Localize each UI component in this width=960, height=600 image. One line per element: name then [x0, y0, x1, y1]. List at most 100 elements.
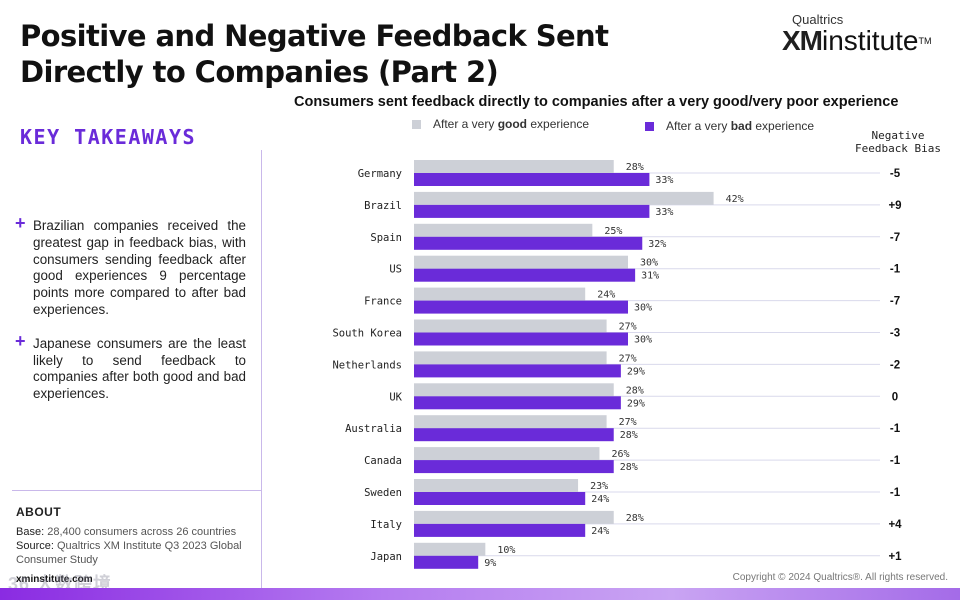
data-label-bad: 33% [655, 207, 673, 218]
data-label-bad: 33% [655, 175, 673, 186]
bias-value: +9 [888, 200, 901, 212]
category-label: Sweden [364, 487, 402, 499]
logo-xm-institute: XMinstituteTM [782, 27, 942, 55]
about-source-text: Qualtrics XM Institute Q3 2023 Global Co… [16, 540, 242, 566]
data-label-good: 10% [497, 545, 515, 556]
category-label: France [364, 296, 402, 308]
data-label-bad: 28% [620, 430, 638, 441]
category-label: Brazil [364, 200, 402, 212]
data-label-good: 23% [590, 481, 608, 492]
bias-value: -1 [890, 487, 901, 499]
takeaways-list: + Brazilian companies received the great… [14, 213, 246, 420]
plus-icon: + [15, 330, 26, 351]
bar-bad [414, 555, 479, 569]
data-label-good: 30% [640, 258, 658, 269]
logo-xm: XM [782, 25, 823, 56]
data-label-good: 42% [726, 194, 744, 205]
panel-divider-horizontal [12, 490, 261, 491]
bar-bad [414, 523, 586, 537]
bias-value: -1 [890, 423, 901, 435]
bar-good [414, 479, 579, 492]
bar-bad [414, 396, 621, 410]
bar-bad [414, 492, 586, 505]
bar-good [414, 447, 600, 461]
legend-good-swatch [412, 120, 421, 129]
category-label: Canada [364, 455, 402, 467]
bar-bad [414, 460, 614, 474]
data-label-bad: 24% [591, 494, 609, 505]
bar-good [414, 287, 586, 301]
legend-bad-prefix: After a very [666, 119, 731, 133]
legend-bad-suffix: experience [752, 119, 815, 133]
page-title: Positive and Negative Feedback Sent Dire… [20, 19, 609, 89]
bar-good [414, 351, 607, 365]
bias-header-line1: Negative [871, 129, 925, 142]
bias-column-header: Negative Feedback Bias [843, 129, 953, 155]
category-label: Netherlands [332, 359, 402, 371]
legend-bad-swatch [645, 122, 654, 131]
data-label-bad: 32% [648, 239, 666, 250]
about-base-text: 28,400 consumers across 26 countries [47, 526, 237, 538]
category-label: Australia [345, 423, 402, 435]
logo-tm: TM [918, 36, 932, 46]
data-label-bad: 30% [634, 303, 652, 314]
bar-good [414, 415, 607, 429]
bias-value: -2 [890, 359, 900, 371]
brand-url[interactable]: xminstitute.com [16, 574, 93, 585]
bias-value: -3 [890, 328, 900, 340]
bar-bad [414, 428, 614, 442]
data-label-good: 25% [604, 226, 622, 237]
legend-bad-bold: bad [730, 119, 753, 133]
data-label-good: 26% [611, 449, 629, 460]
bar-good [414, 510, 614, 524]
bar-bad [414, 173, 650, 186]
legend-good-suffix: experience [527, 117, 590, 131]
bar-good [414, 319, 607, 333]
data-label-good: 27% [619, 322, 637, 333]
bias-value: +1 [888, 551, 902, 563]
bias-value: 0 [892, 391, 898, 403]
about-source-label: Source: [16, 540, 54, 552]
data-label-good: 27% [619, 417, 637, 428]
copyright: Copyright © 2024 Qualtrics®. All rights … [732, 572, 948, 583]
bar-bad [414, 364, 621, 378]
data-label-good: 28% [626, 513, 644, 524]
takeaway-item: + Japanese consumers are the least likel… [14, 330, 246, 403]
about-body: Base: 28,400 consumers across 26 countri… [16, 525, 260, 567]
data-label-bad: 29% [627, 366, 645, 377]
data-label-good: 28% [626, 385, 644, 396]
legend-good-prefix: After a very [433, 117, 498, 131]
data-label-bad: 31% [641, 271, 659, 282]
bar-bad [414, 204, 650, 218]
category-label: Germany [358, 168, 402, 180]
bar-good [414, 160, 614, 173]
data-label-bad: 30% [634, 335, 652, 346]
panel-divider-vertical [261, 150, 262, 590]
about-heading: ABOUT [16, 505, 62, 519]
category-label: Italy [370, 519, 402, 531]
bar-good [414, 542, 486, 556]
category-label: UK [389, 391, 402, 403]
bottom-gradient-bar [0, 588, 960, 600]
data-label-bad: 9% [484, 558, 496, 569]
bias-value: -5 [890, 168, 901, 180]
data-label-bad: 28% [620, 462, 638, 473]
bar-bad [414, 300, 628, 314]
legend-bad: After a very bad experience [645, 119, 814, 133]
data-label-good: 28% [626, 162, 644, 173]
takeaway-text: Brazilian companies received the greates… [33, 218, 246, 317]
logo-qualtrics-text: Qualtrics [792, 12, 844, 27]
legend-good: After a very good experience [412, 117, 589, 131]
about-source: Source: Qualtrics XM Institute Q3 2023 G… [16, 539, 260, 567]
takeaway-item: + Brazilian companies received the great… [14, 213, 246, 319]
qualtrics-xm-logo: Qualtrics XMinstituteTM [782, 12, 942, 55]
plus-icon: + [15, 213, 26, 233]
data-label-good: 27% [619, 353, 637, 364]
data-label-good: 24% [597, 290, 615, 301]
category-label: Spain [370, 232, 402, 244]
logo-institute: institute [822, 25, 919, 56]
data-label-bad: 24% [591, 526, 609, 537]
bar-good [414, 223, 593, 237]
about-base-label: Base: [16, 526, 45, 538]
